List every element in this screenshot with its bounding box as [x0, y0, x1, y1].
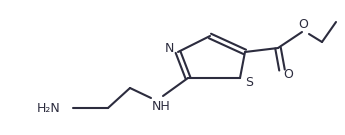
Text: N: N — [164, 43, 174, 55]
Text: H₂N: H₂N — [36, 102, 60, 114]
Text: O: O — [298, 18, 308, 31]
Text: S: S — [245, 75, 253, 89]
Text: NH: NH — [151, 99, 170, 112]
Text: O: O — [283, 68, 293, 82]
